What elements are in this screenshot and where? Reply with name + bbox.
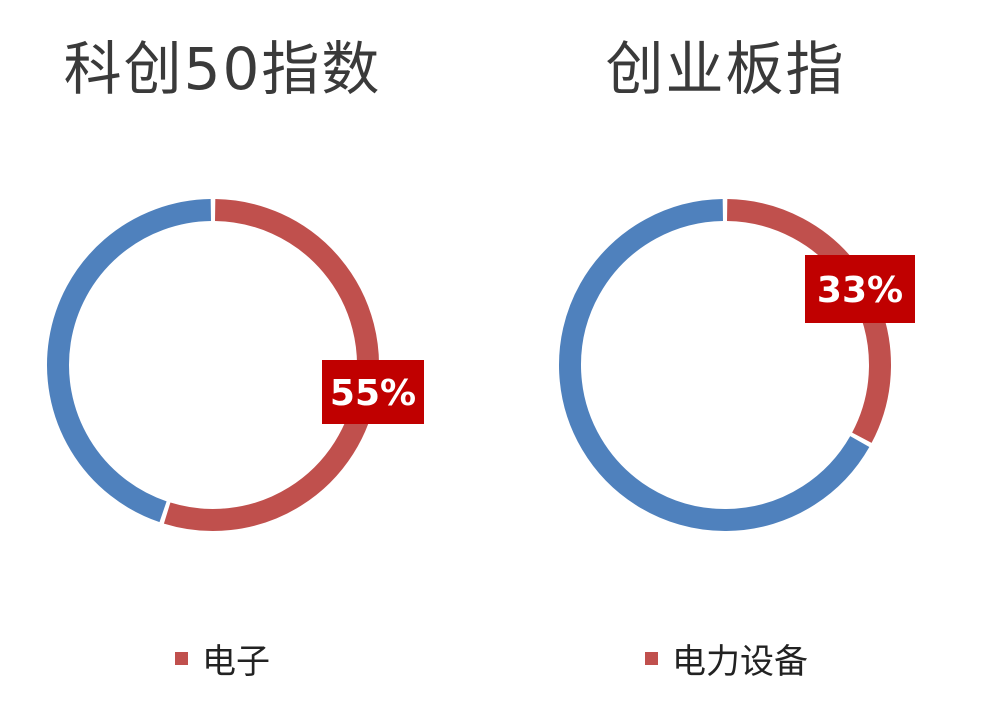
donut-slice-rest xyxy=(559,199,870,531)
donut-chart: 55% xyxy=(47,199,424,531)
donut-slice-highlight xyxy=(726,199,891,443)
chart-title: 创业板指 xyxy=(605,35,846,103)
chart-panel-star50: 科创50指数 55% 电子 xyxy=(47,35,424,682)
legend-label: 电子 xyxy=(202,641,270,682)
chart-panel-chinext: 创业板指 33% 电力设备 xyxy=(495,0,990,718)
data-label-box xyxy=(322,360,424,424)
legend: 电子 xyxy=(175,638,270,682)
legend-label: 电力设备 xyxy=(672,641,808,682)
data-label: 33% xyxy=(817,270,903,311)
legend: 电力设备 xyxy=(645,638,808,682)
data-label-box xyxy=(805,255,915,323)
data-label: 55% xyxy=(330,373,416,414)
donut-slice-rest xyxy=(47,199,212,523)
donut-chart: 33% xyxy=(559,199,915,531)
chart-title: 科创50指数 xyxy=(63,35,382,103)
legend-swatch xyxy=(175,651,188,665)
legend-swatch xyxy=(645,651,658,665)
